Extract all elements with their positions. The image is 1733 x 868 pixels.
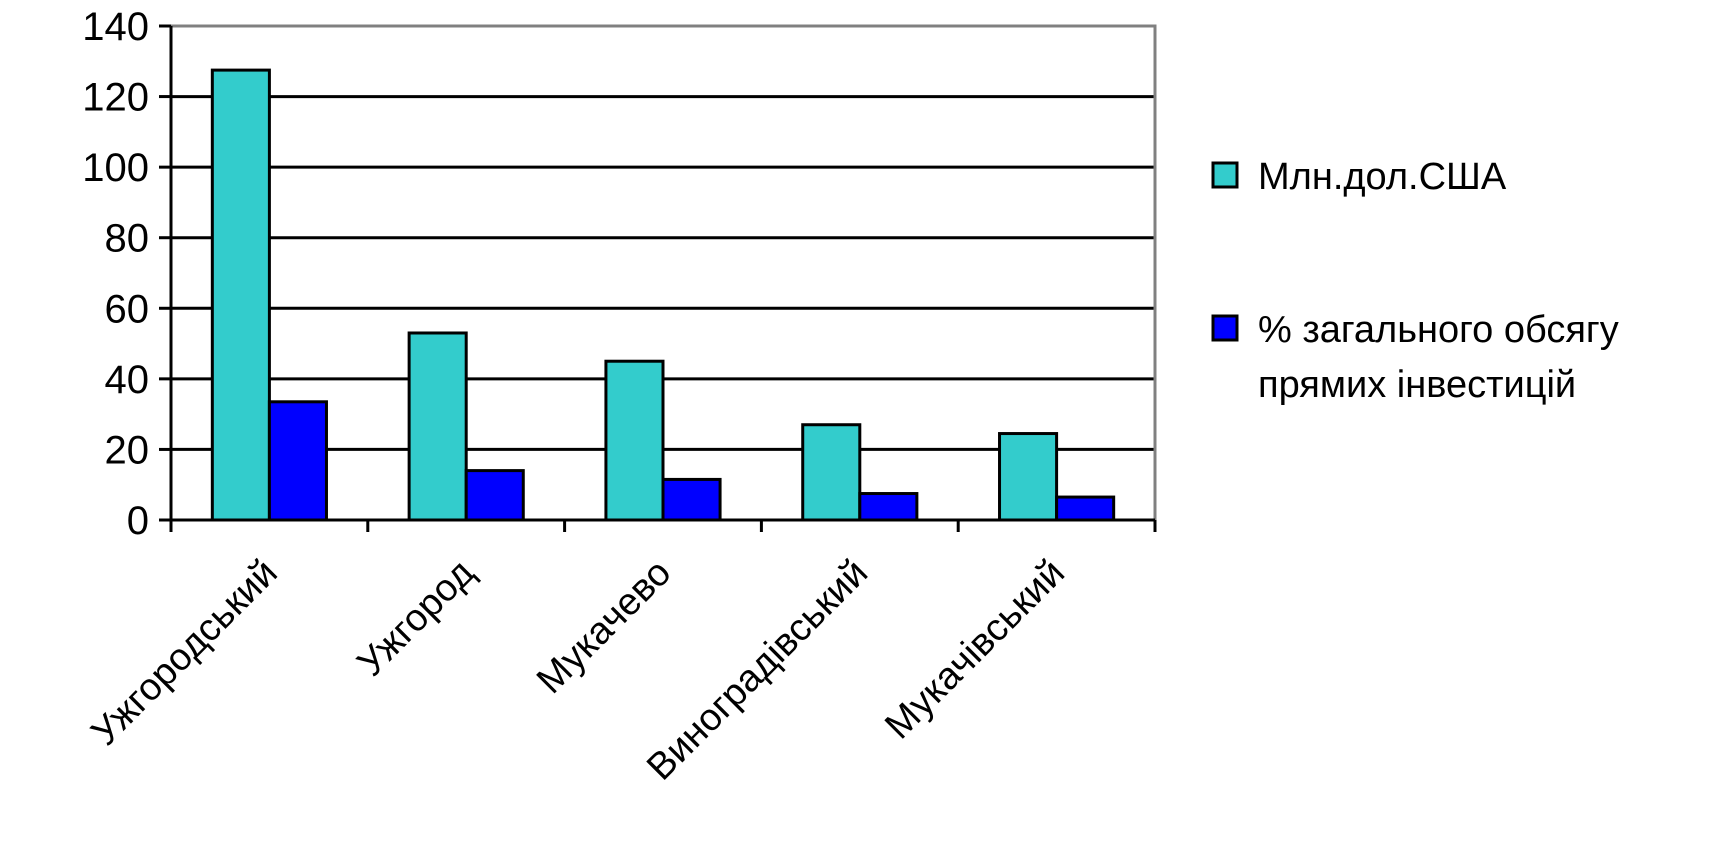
bar-mln-usd-1 <box>407 331 468 522</box>
x-category-label: Ужгородський <box>84 552 286 754</box>
legend-swatch-mln-usd <box>1211 161 1239 189</box>
y-axis-tick-labels: 0 20 40 60 80 100 120 140 <box>82 5 149 543</box>
x-axis-category-labels: Ужгородський Ужгород МукачевоВиноградівськ… <box>84 552 1073 789</box>
legend-label-mln-usd: Млн.дол.США <box>1258 156 1507 198</box>
bar-percent-0 <box>267 400 328 522</box>
bar-mln-usd-0 <box>210 68 271 522</box>
bars <box>210 68 1116 522</box>
y-tick-label: 20 <box>105 428 150 472</box>
y-tick-label: 120 <box>82 76 149 120</box>
x-category-label: Мукачівський <box>877 552 1073 748</box>
bar-mln-usd-2 <box>604 359 665 522</box>
y-tick-label: 0 <box>127 499 149 543</box>
legend-label-percent: прямих інвестицій <box>1258 364 1576 406</box>
y-tick-label: 100 <box>82 146 149 190</box>
x-category-label: Мукачево <box>529 552 679 702</box>
bar-percent-4 <box>1055 495 1116 522</box>
y-tick-label: 40 <box>105 358 150 402</box>
bar-mln-usd-3 <box>801 423 862 522</box>
x-category-label: Ужгород <box>350 552 483 685</box>
y-tick-label: 140 <box>82 5 149 49</box>
bar-percent-2 <box>661 477 722 522</box>
bar-percent-1 <box>464 469 525 522</box>
legend-label-percent: % загального обсягу <box>1258 309 1619 351</box>
gridlines <box>171 95 1155 451</box>
legend: Млн.дол.США % загального обсягу прямих інв… <box>1211 156 1619 406</box>
bar-mln-usd-4 <box>998 432 1059 522</box>
axes <box>159 24 1157 532</box>
legend-swatch-percent <box>1211 314 1239 342</box>
bar-percent-3 <box>858 492 919 522</box>
y-tick-label: 80 <box>105 217 150 261</box>
y-tick-label: 60 <box>105 287 150 331</box>
x-category-label: Виноградівський <box>639 552 876 789</box>
